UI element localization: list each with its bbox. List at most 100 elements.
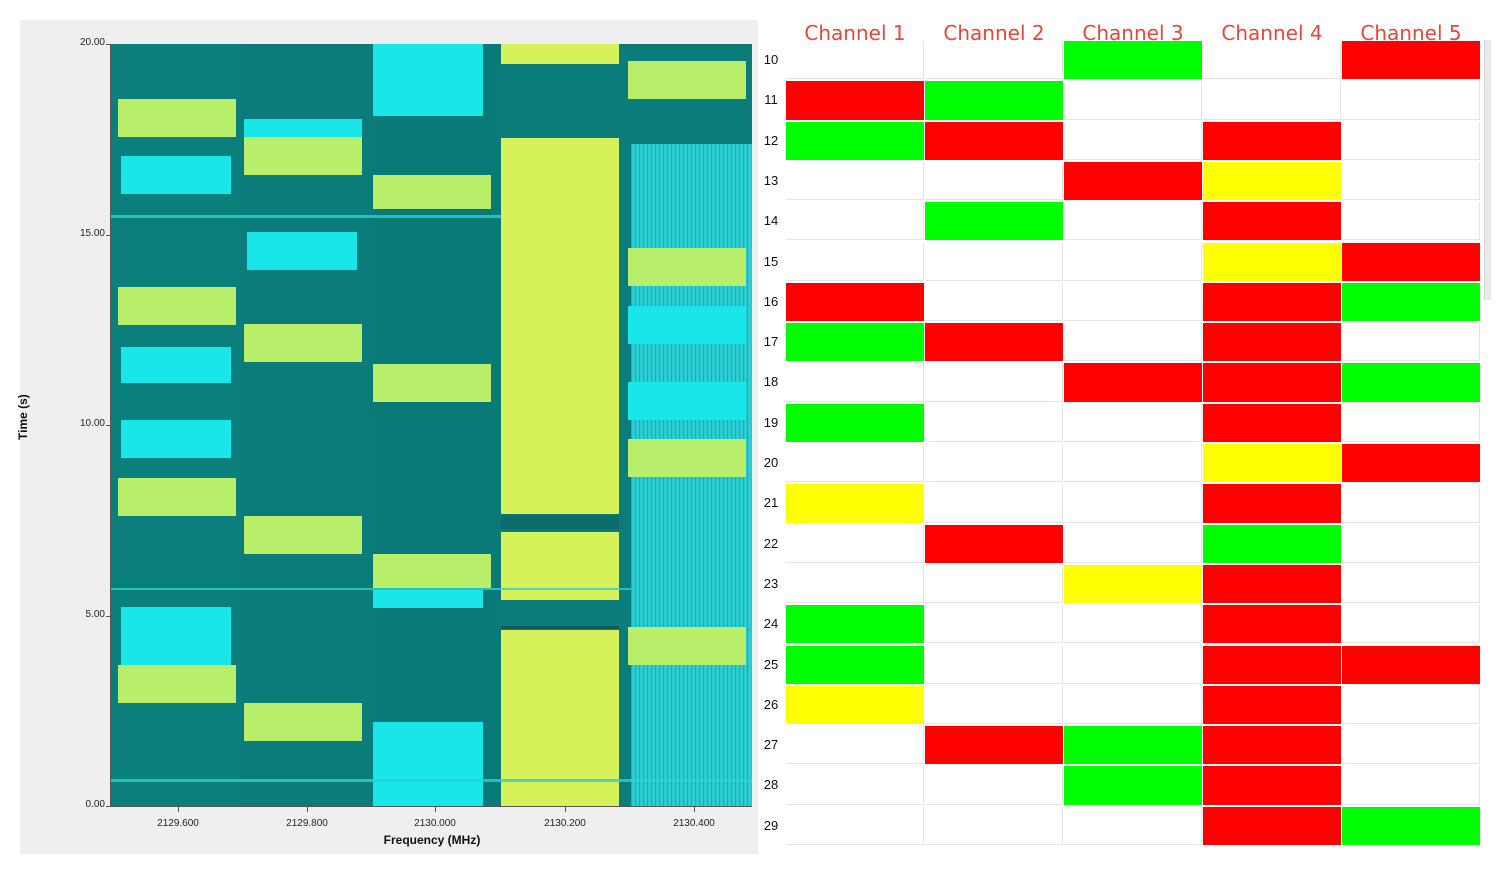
grid-cell[interactable] <box>1342 524 1480 563</box>
grid-cell[interactable] <box>1064 605 1202 644</box>
grid-cell[interactable] <box>786 444 924 483</box>
grid-cell[interactable] <box>1064 645 1202 684</box>
grid-cell[interactable] <box>1203 524 1341 563</box>
grid-cell[interactable] <box>786 81 924 120</box>
grid-cell[interactable] <box>1064 363 1202 402</box>
grid-cell[interactable] <box>925 806 1063 845</box>
grid-cell[interactable] <box>925 41 1063 80</box>
grid-cell[interactable] <box>925 766 1063 805</box>
grid-cell[interactable] <box>1064 161 1202 201</box>
grid-cell[interactable] <box>925 484 1063 523</box>
grid-cell[interactable] <box>1203 685 1341 725</box>
grid-cell[interactable] <box>786 766 924 805</box>
grid-cell[interactable] <box>925 726 1063 765</box>
grid-cell[interactable] <box>786 645 924 684</box>
grid-cell[interactable] <box>786 282 924 322</box>
grid-cell[interactable] <box>1342 403 1480 442</box>
grid-cell[interactable] <box>925 161 1063 201</box>
grid-cell[interactable] <box>786 403 924 442</box>
grid-cell[interactable] <box>1342 323 1480 362</box>
grid-cell[interactable] <box>1342 564 1480 604</box>
grid-cell[interactable] <box>1203 806 1341 845</box>
grid-cell[interactable] <box>925 242 1063 281</box>
grid-cell[interactable] <box>1064 484 1202 523</box>
grid-cell[interactable] <box>1203 363 1341 402</box>
grid-cell[interactable] <box>1203 766 1341 805</box>
grid-cell[interactable] <box>1203 242 1341 281</box>
grid-cell[interactable] <box>1064 403 1202 442</box>
grid-cell[interactable] <box>1064 323 1202 362</box>
grid-cell[interactable] <box>925 685 1063 725</box>
grid-cell[interactable] <box>1203 323 1341 362</box>
grid-cell[interactable] <box>925 323 1063 362</box>
grid-cell[interactable] <box>1342 484 1480 523</box>
grid-cell[interactable] <box>925 564 1063 604</box>
grid-cell[interactable] <box>1064 81 1202 120</box>
grid-cell[interactable] <box>1064 41 1202 80</box>
grid-cell[interactable] <box>925 81 1063 120</box>
grid-cell[interactable] <box>1064 121 1202 160</box>
grid-cell[interactable] <box>1203 202 1341 241</box>
grid-cell[interactable] <box>1342 202 1480 241</box>
grid-cell[interactable] <box>1342 121 1480 160</box>
grid-cell[interactable] <box>1203 564 1341 604</box>
grid-cell[interactable] <box>925 282 1063 322</box>
grid-cell[interactable] <box>1342 282 1480 322</box>
grid-cell[interactable] <box>1203 484 1341 523</box>
grid-cell[interactable] <box>1203 605 1341 644</box>
grid-cell[interactable] <box>1064 242 1202 281</box>
grid-cell[interactable] <box>925 524 1063 563</box>
grid-cell[interactable] <box>925 605 1063 644</box>
grid-cell[interactable] <box>786 806 924 845</box>
grid-cell[interactable] <box>1203 403 1341 442</box>
grid-cell[interactable] <box>925 403 1063 442</box>
grid-cell[interactable] <box>1064 444 1202 483</box>
grid-cell[interactable] <box>786 363 924 402</box>
vertical-scrollbar[interactable] <box>1484 40 1491 300</box>
grid-cell[interactable] <box>1342 41 1480 80</box>
grid-cell[interactable] <box>1064 766 1202 805</box>
grid-cell[interactable] <box>786 161 924 201</box>
grid-cell[interactable] <box>1064 726 1202 765</box>
grid-cell[interactable] <box>925 363 1063 402</box>
waterfall-plot-area[interactable] <box>111 44 752 806</box>
grid-cell[interactable] <box>1203 645 1341 684</box>
grid-cell[interactable] <box>1342 81 1480 120</box>
grid-cell[interactable] <box>786 242 924 281</box>
grid-cell[interactable] <box>1342 363 1480 402</box>
grid-cell[interactable] <box>1064 806 1202 845</box>
grid-cell[interactable] <box>1064 202 1202 241</box>
grid-cell[interactable] <box>786 323 924 362</box>
grid-cell[interactable] <box>1203 444 1341 483</box>
grid-cell[interactable] <box>1342 242 1480 281</box>
grid-cell[interactable] <box>786 524 924 563</box>
grid-cell[interactable] <box>1064 685 1202 725</box>
grid-cell[interactable] <box>786 202 924 241</box>
grid-cell[interactable] <box>1342 605 1480 644</box>
grid-cell[interactable] <box>1203 121 1341 160</box>
grid-cell[interactable] <box>786 685 924 725</box>
grid-cell[interactable] <box>1342 444 1480 483</box>
grid-cell[interactable] <box>786 121 924 160</box>
grid-cell[interactable] <box>1064 524 1202 563</box>
grid-cell[interactable] <box>1064 282 1202 322</box>
grid-cell[interactable] <box>1342 685 1480 725</box>
grid-cell[interactable] <box>1203 282 1341 322</box>
grid-cell[interactable] <box>1064 564 1202 604</box>
grid-cell[interactable] <box>1203 81 1341 120</box>
grid-cell[interactable] <box>925 121 1063 160</box>
grid-cell[interactable] <box>1342 806 1480 845</box>
grid-cell[interactable] <box>925 444 1063 483</box>
grid-cell[interactable] <box>1342 726 1480 765</box>
grid-cell[interactable] <box>925 202 1063 241</box>
grid-cell[interactable] <box>1203 726 1341 765</box>
grid-cell[interactable] <box>1203 41 1341 80</box>
grid-cell[interactable] <box>786 605 924 644</box>
grid-cell[interactable] <box>786 726 924 765</box>
grid-cell[interactable] <box>786 484 924 523</box>
grid-cell[interactable] <box>925 645 1063 684</box>
grid-cell[interactable] <box>1342 645 1480 684</box>
grid-cell[interactable] <box>786 41 924 80</box>
grid-cell[interactable] <box>1342 766 1480 805</box>
grid-cell[interactable] <box>786 564 924 604</box>
